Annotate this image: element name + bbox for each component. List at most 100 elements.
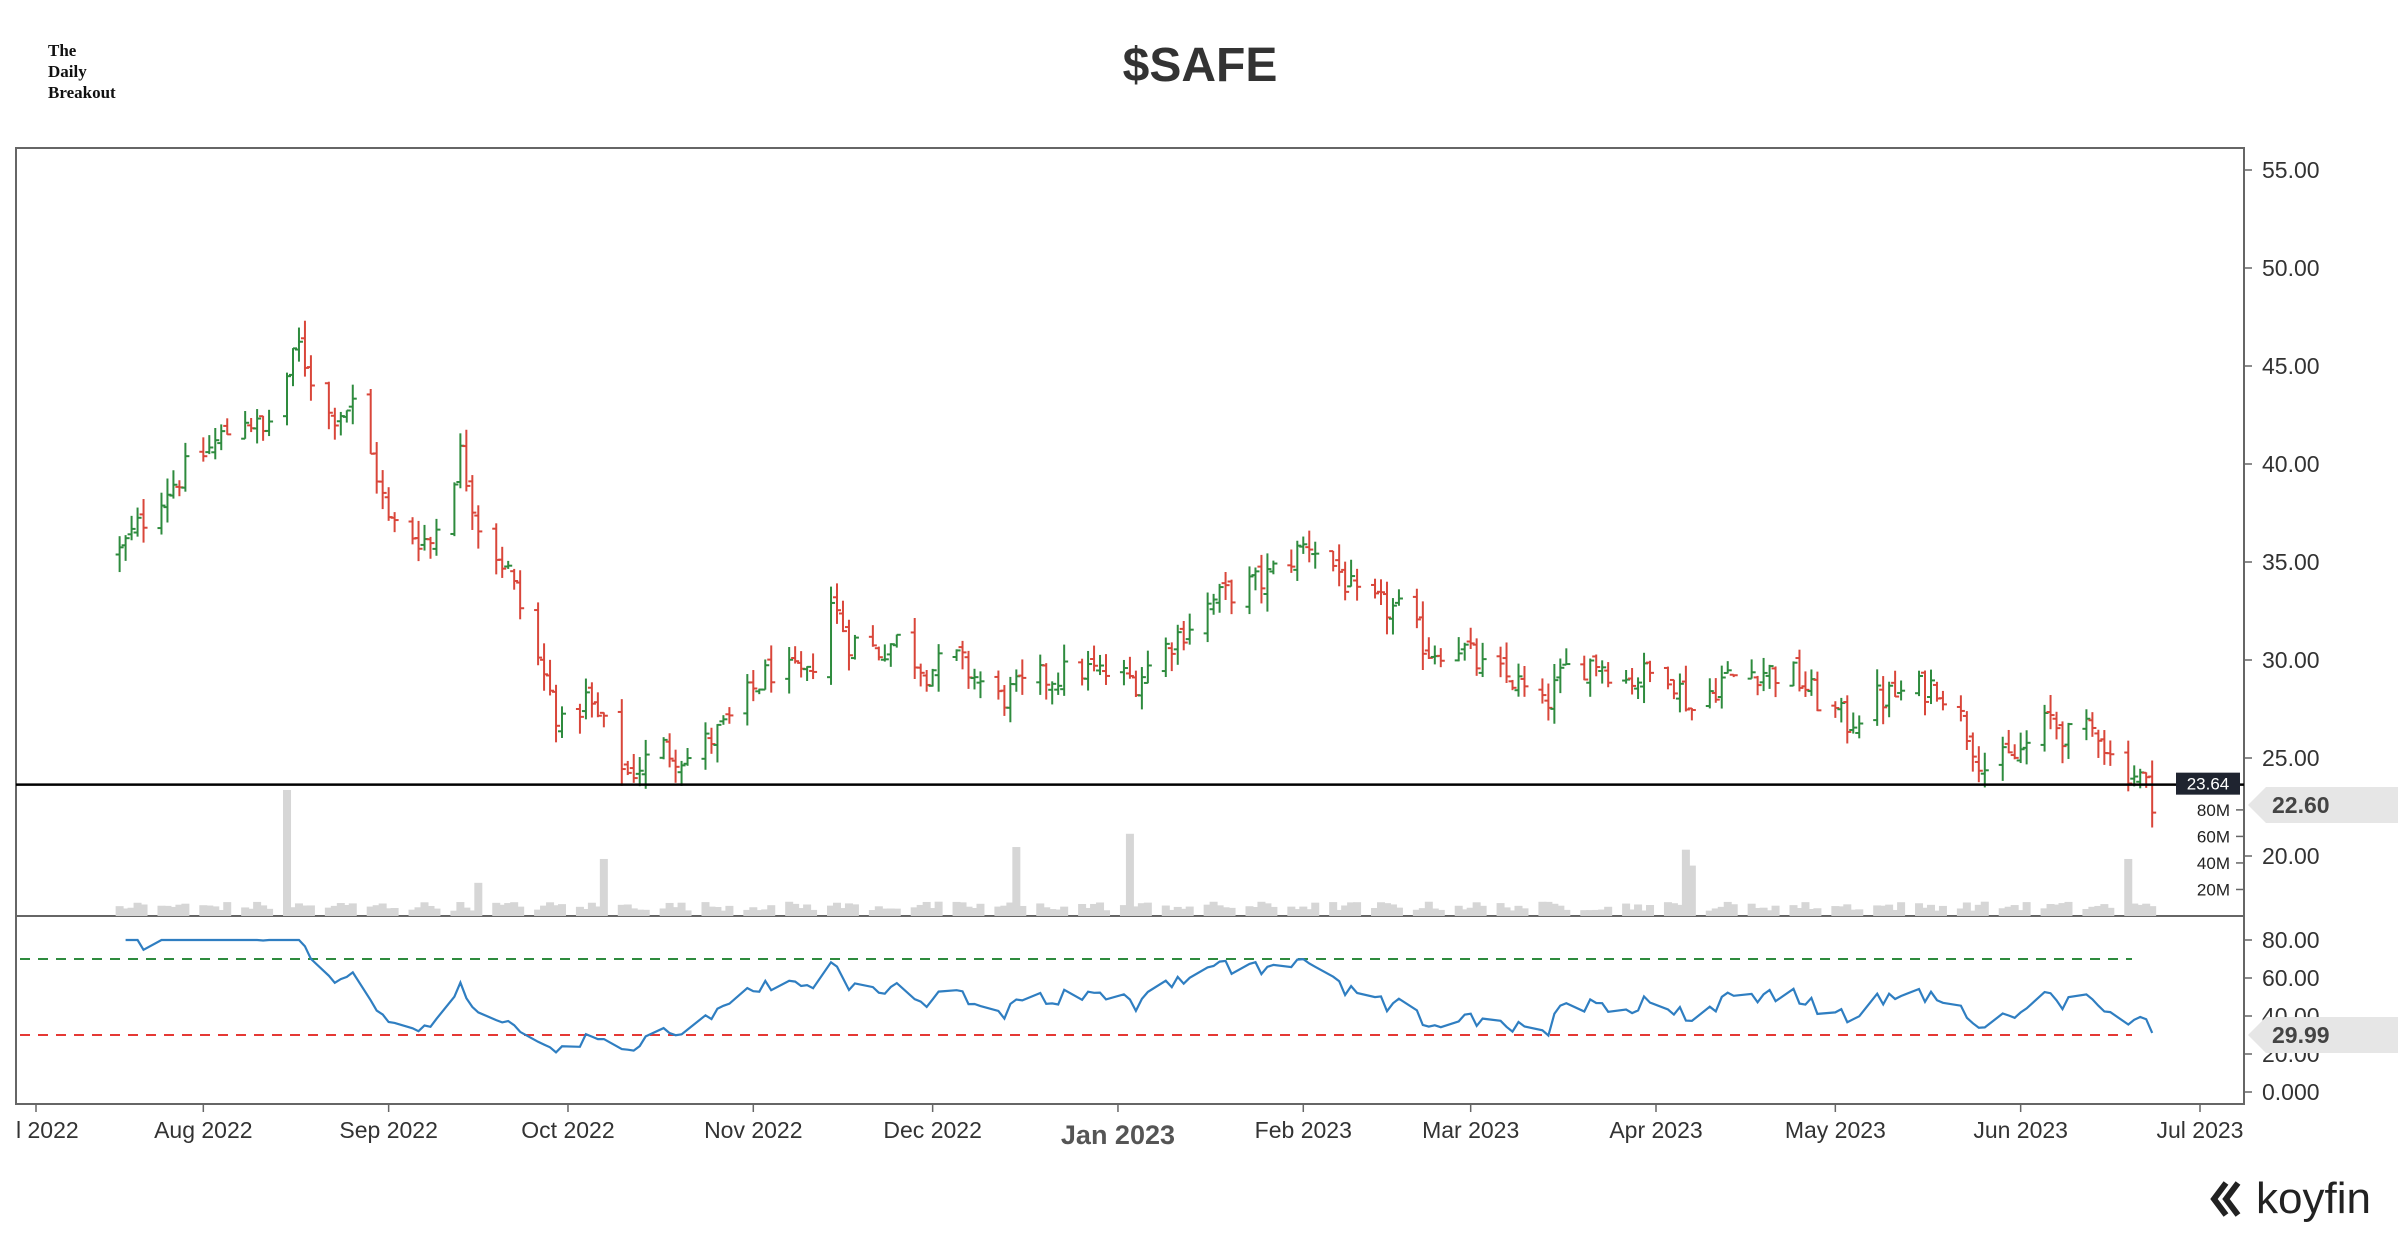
volume-bar [1675, 904, 1684, 916]
volume-bar [1562, 909, 1571, 916]
ohlc-bar [414, 520, 423, 562]
ohlc-bar [1646, 660, 1655, 683]
volume-bar [324, 907, 333, 916]
ohlc-bar [247, 417, 256, 433]
volume-bar [1042, 907, 1051, 916]
ohlc-bar [844, 619, 853, 671]
ohlc-bar [1915, 670, 1924, 697]
ohlc-bar [1968, 732, 1977, 772]
ohlc-bar [1586, 658, 1595, 697]
volume-bar [958, 902, 967, 916]
volume-bar [300, 905, 309, 916]
price-tick-label: 50.00 [2262, 255, 2320, 281]
ohlc-bar [1729, 673, 1738, 678]
ohlc-bar [641, 739, 650, 789]
volume-bar [725, 905, 734, 916]
volume-bar [348, 903, 357, 916]
ohlc-bar [181, 442, 190, 492]
ohlc-bar [283, 372, 292, 426]
time-tick-label: l 2022 [16, 1117, 79, 1143]
ohlc-bar [1036, 654, 1045, 695]
ohlc-bar [599, 711, 608, 728]
volume-bar [1466, 907, 1475, 916]
volume-bar [492, 902, 501, 916]
volume-bar [791, 903, 800, 916]
ohlc-bar [1675, 673, 1684, 713]
volume-bar [426, 905, 435, 916]
volume-bar [468, 910, 477, 916]
volume-bar [1119, 905, 1128, 916]
ohlc-bar [1885, 681, 1894, 718]
ohlc-bar [910, 617, 919, 680]
volume-bar [432, 908, 441, 916]
ohlc-bar [1502, 642, 1511, 683]
volume-bar [1753, 908, 1762, 916]
ohlc-bar [2064, 722, 2073, 759]
volume-bar [641, 909, 650, 916]
volume-bar [1628, 909, 1637, 916]
volume-bar [1377, 902, 1386, 916]
volume-bar [1556, 905, 1565, 916]
ohlc-bar [1305, 530, 1314, 563]
ohlc-bar [1891, 670, 1900, 698]
ohlc-bar [1843, 695, 1852, 744]
ohlc-bar [342, 409, 351, 423]
ohlc-bar [1879, 676, 1888, 725]
volume-bar [701, 902, 710, 916]
ohlc-bar [259, 415, 268, 441]
volume-bar [366, 906, 375, 916]
price-tick-label: 25.00 [2262, 745, 2320, 771]
ohlc-bar [2088, 712, 2097, 737]
volume-bar [1514, 905, 1523, 916]
volume-bar [241, 907, 250, 916]
volume-bar [1723, 901, 1732, 916]
volume-bar [1705, 910, 1714, 916]
volume-bar [1747, 903, 1756, 916]
rsi-line [125, 938, 2154, 1054]
ohlc-bar [133, 507, 142, 537]
volume-bar [127, 907, 136, 916]
volume-bar [976, 903, 985, 916]
ohlc-bar [1520, 665, 1529, 697]
volume-bar [306, 905, 315, 916]
volume-bar [1096, 902, 1105, 916]
ohlc-bar [1628, 668, 1637, 695]
rsi-tick-label: 0.000 [2262, 1079, 2320, 1105]
ohlc-bar [223, 418, 232, 436]
ohlc-bar [390, 512, 399, 533]
volume-bar [1640, 910, 1649, 916]
volume-bar [1048, 909, 1057, 916]
ohlc-bar [1711, 678, 1720, 703]
volume-bar [1520, 908, 1529, 916]
ohlc-bar [1723, 661, 1732, 674]
ohlc-bar [1251, 567, 1260, 591]
volume-bar [1897, 902, 1906, 916]
volume-bar [707, 906, 716, 916]
volume-bar [1729, 904, 1738, 916]
ohlc-bar [1622, 669, 1631, 684]
volume-tick-label: 20M [2197, 880, 2230, 899]
volume-bar [1418, 908, 1427, 916]
ohlc-bar [1245, 566, 1254, 615]
ohlc-bar [450, 482, 459, 537]
ohlc-bar [211, 428, 220, 460]
ohlc-bar [2010, 744, 2019, 760]
ohlc-bar [468, 475, 477, 530]
volume-bar [617, 904, 626, 916]
ohlc-bar [1221, 571, 1230, 600]
volume-bar [558, 904, 567, 916]
volume-bar [1167, 909, 1176, 916]
brand-line-2: Daily [48, 62, 87, 81]
volume-bar [2142, 903, 2151, 916]
ohlc-bar [121, 535, 130, 561]
ohlc-bar [1054, 672, 1063, 695]
ohlc-bar [2130, 765, 2139, 787]
volume-bar [1269, 906, 1278, 916]
ohlc-bar [1837, 697, 1846, 723]
ohlc-bar [1227, 579, 1236, 615]
volume-bar [1472, 902, 1481, 916]
volume-bar [175, 904, 184, 916]
volume-bar [330, 905, 339, 916]
ohlc-bar [1119, 659, 1128, 686]
